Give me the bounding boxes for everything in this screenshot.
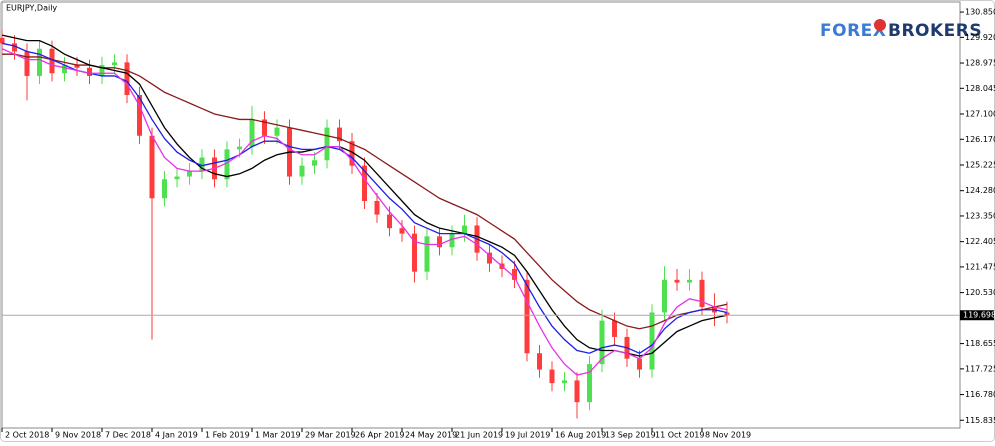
y-tick-label: 126.170 — [965, 135, 995, 144]
candle-body — [449, 233, 455, 248]
y-tick-label: 120.530 — [965, 288, 995, 297]
candle-body — [149, 135, 155, 199]
x-tick-label: 29 Mar 2019 — [305, 431, 356, 440]
candle-body — [649, 312, 655, 370]
y-tick-label: 129.920 — [965, 33, 995, 42]
chart-title: EURJPY,Daily — [6, 4, 57, 13]
candle-body — [612, 320, 617, 337]
candle-body — [487, 252, 492, 264]
y-tick-label: 122.405 — [965, 237, 995, 246]
logo-right: BROKERS — [888, 21, 982, 41]
candle-body — [387, 214, 392, 229]
candle-body — [362, 165, 367, 201]
candle-body — [74, 65, 80, 68]
candle-body — [12, 43, 17, 52]
candle-body — [124, 62, 130, 95]
candle-body — [437, 236, 442, 248]
candle-body — [674, 279, 680, 283]
x-tick-label: 1 Mar 2019 — [255, 431, 301, 440]
candle-body — [0, 37, 5, 44]
candle-body — [274, 127, 280, 136]
candle-body — [99, 65, 105, 76]
candle-body — [462, 225, 467, 234]
x-tick-label: 7 Dec 2018 — [105, 431, 151, 440]
moving-average — [2, 53, 728, 330]
candle-body — [399, 228, 405, 234]
y-tick-label: 115.835 — [965, 416, 995, 425]
y-tick-label: 118.655 — [965, 339, 995, 348]
candle-body — [87, 67, 92, 76]
y-tick-label: 130.850 — [965, 8, 995, 17]
candle-body — [637, 358, 642, 370]
candle-body — [162, 179, 167, 199]
candle-body — [662, 279, 667, 313]
x-tick-label: 26 Apr 2019 — [355, 431, 404, 440]
candle-body — [24, 51, 30, 76]
logo-left: FOREX — [820, 21, 886, 41]
current-price-label: 119.698 — [963, 311, 995, 320]
moving-average — [1, 48, 728, 376]
y-tick-label: 116.780 — [965, 390, 995, 399]
y-tick-label: 128.045 — [965, 84, 995, 93]
candle-body — [374, 200, 380, 215]
candle-body — [312, 160, 317, 166]
moving-average — [1, 34, 728, 357]
candle-body — [699, 279, 705, 308]
candle-body — [249, 119, 255, 147]
candle-body — [62, 65, 67, 74]
logo-icon — [874, 19, 886, 31]
x-tick-label: 21 Jun 2019 — [455, 431, 503, 440]
candle-body — [587, 364, 592, 403]
candle-body — [112, 62, 117, 66]
candle-body — [424, 236, 430, 272]
candle-body — [262, 119, 267, 136]
x-tick-label: 13 Sep 2019 — [605, 431, 656, 440]
x-tick-label: 1 Feb 2019 — [205, 431, 250, 440]
candle-body — [37, 48, 42, 76]
candle-body — [524, 279, 530, 354]
candle-body — [574, 380, 580, 403]
plot-frame — [1, 1, 961, 429]
candle-body — [337, 127, 342, 142]
x-tick-label: 19 Jul 2019 — [505, 431, 550, 440]
y-tick-label: 117.725 — [965, 364, 995, 373]
y-tick-label: 123.350 — [965, 211, 995, 220]
y-tick-label: 127.100 — [965, 110, 995, 119]
candle-body — [724, 312, 730, 316]
y-tick-label: 124.280 — [965, 186, 995, 195]
candle-body — [324, 127, 330, 161]
candle-body — [412, 233, 417, 272]
x-tick-label: 2 Oct 2018 — [5, 431, 49, 440]
x-tick-label: 8 Nov 2019 — [705, 431, 751, 440]
x-tick-label: 11 Oct 2019 — [655, 431, 704, 440]
candle-body — [687, 279, 692, 283]
y-tick-label: 121.475 — [965, 262, 995, 271]
x-tick-label: 24 May 2019 — [405, 431, 457, 440]
candle-body — [174, 176, 180, 180]
candle-body — [224, 149, 230, 180]
candle-body — [349, 141, 355, 166]
x-tick-label: 9 Nov 2018 — [55, 431, 101, 440]
candle-body — [537, 353, 542, 370]
y-tick-label: 125.225 — [965, 160, 995, 169]
candle-body — [199, 157, 205, 172]
candle-body — [137, 94, 142, 136]
candle-body — [512, 268, 517, 280]
candle-body — [237, 146, 242, 150]
candle-body — [187, 171, 192, 177]
y-tick-label: 128.975 — [965, 59, 995, 68]
candle-body — [49, 48, 55, 74]
candle-body — [299, 165, 305, 177]
x-tick-label: 16 Aug 2019 — [555, 431, 606, 440]
x-tick-label: 4 Jan 2019 — [155, 431, 198, 440]
candle-body — [599, 320, 605, 365]
current-price-box — [960, 310, 994, 321]
candle-body — [549, 369, 555, 384]
candle-body — [562, 380, 567, 384]
moving-average — [1, 42, 728, 354]
